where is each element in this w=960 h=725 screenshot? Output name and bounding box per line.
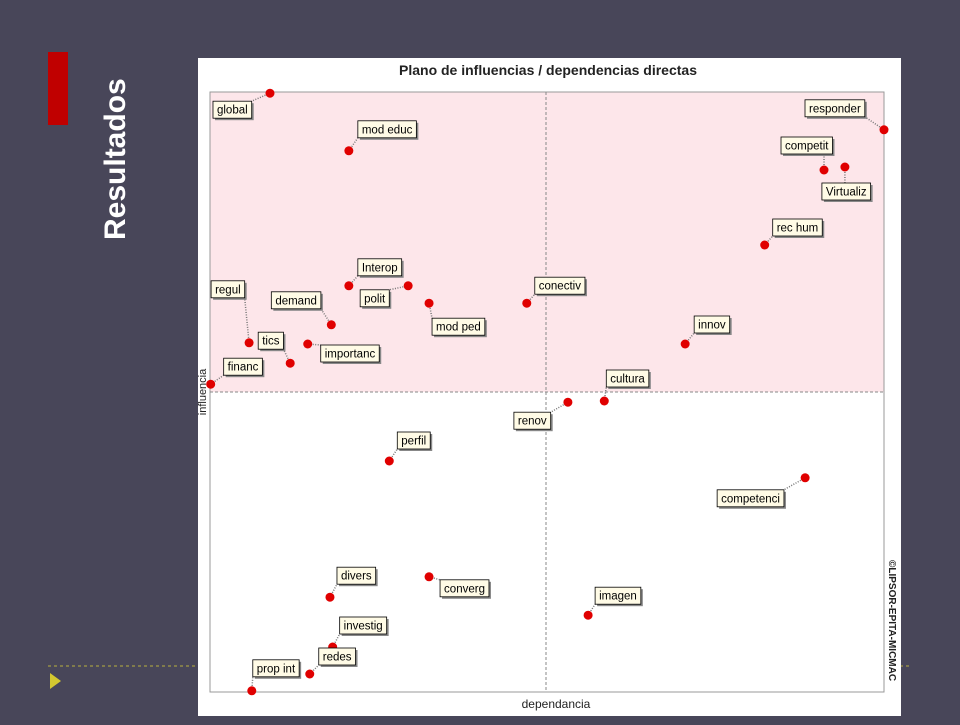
point <box>247 686 257 696</box>
point <box>800 473 810 483</box>
point-label: Virtualiz <box>826 187 867 199</box>
point <box>403 281 413 291</box>
label-box <box>513 411 552 430</box>
point-label: regul <box>215 284 241 296</box>
point-label: demand <box>275 295 317 307</box>
x-axis-label: dependancia <box>522 697 591 711</box>
label-box <box>594 586 642 605</box>
point-label: competenci <box>721 493 780 505</box>
leader-line <box>307 343 321 346</box>
accent-bar <box>48 52 68 125</box>
label-box <box>772 218 823 237</box>
point <box>305 669 315 679</box>
label-box <box>223 357 263 376</box>
label-box <box>804 99 866 118</box>
point <box>285 358 295 368</box>
point-label: conectiv <box>539 281 581 293</box>
point-label: tics <box>262 336 280 348</box>
label-box <box>357 258 403 277</box>
leader-line <box>428 576 441 581</box>
label-box <box>357 120 417 139</box>
point-label: Interop <box>362 262 398 274</box>
point <box>206 379 216 389</box>
point-label: importanc <box>325 349 376 361</box>
label-box <box>212 100 253 119</box>
label-box <box>396 431 431 450</box>
point-label: polit <box>364 293 386 305</box>
point <box>840 162 850 172</box>
point <box>760 240 770 250</box>
point <box>522 298 532 308</box>
leader-line <box>587 603 596 616</box>
label-box <box>270 291 322 310</box>
point <box>563 397 573 407</box>
point <box>680 339 690 349</box>
point <box>326 320 336 330</box>
label-box <box>336 566 377 585</box>
point-label: global <box>217 105 248 117</box>
point <box>424 572 434 582</box>
leader-line <box>243 297 250 343</box>
leader-line <box>764 235 774 246</box>
point <box>384 456 394 466</box>
bullet <box>50 673 61 689</box>
point-label: financ <box>228 362 259 374</box>
point <box>879 125 889 135</box>
slide-title: Resultados <box>99 78 132 240</box>
point <box>344 146 354 156</box>
point <box>325 592 335 602</box>
point-label: perfil <box>401 436 426 448</box>
label-box <box>716 489 785 508</box>
label-box <box>257 331 284 350</box>
point-label: mod ped <box>436 322 481 334</box>
y-axis-label: influencia <box>197 368 209 415</box>
label-box <box>339 616 388 635</box>
label-box <box>359 289 390 308</box>
point-label: cultura <box>610 374 645 386</box>
point <box>424 298 434 308</box>
label-box <box>210 280 246 299</box>
label-box <box>534 276 586 295</box>
quadrant-fill <box>210 92 884 392</box>
point-label: redes <box>323 652 352 664</box>
point <box>344 281 354 291</box>
point-label: divers <box>341 571 372 583</box>
label-box <box>605 369 650 388</box>
point-label: mod educ <box>362 124 413 136</box>
point <box>819 165 829 175</box>
label-box <box>780 136 833 155</box>
point <box>599 396 609 406</box>
leader-line <box>526 293 536 304</box>
credit: ©LIPSOR-EPITA-MICMAC <box>886 560 897 681</box>
leader-line <box>783 477 806 491</box>
point-label: prop int <box>257 663 296 675</box>
label-box <box>252 659 300 678</box>
point-label: renov <box>518 416 547 428</box>
point <box>303 339 313 349</box>
label-box <box>439 579 490 598</box>
leader-line <box>309 664 320 675</box>
label-box <box>821 182 872 201</box>
label-box <box>320 344 380 363</box>
label-box <box>431 317 486 336</box>
point <box>583 610 593 620</box>
point-label: innov <box>698 320 726 332</box>
chart-title: Plano de influencias / dependencias dire… <box>399 62 697 78</box>
point-label: imagen <box>599 591 637 603</box>
point-label: responder <box>809 103 861 115</box>
label-box <box>693 315 731 334</box>
label-box <box>318 647 356 666</box>
point <box>265 88 275 98</box>
point-label: rec hum <box>777 223 819 235</box>
point <box>244 338 254 348</box>
point-label: investig <box>344 621 383 633</box>
point-label: competit <box>785 141 829 153</box>
point-label: converg <box>444 583 485 595</box>
